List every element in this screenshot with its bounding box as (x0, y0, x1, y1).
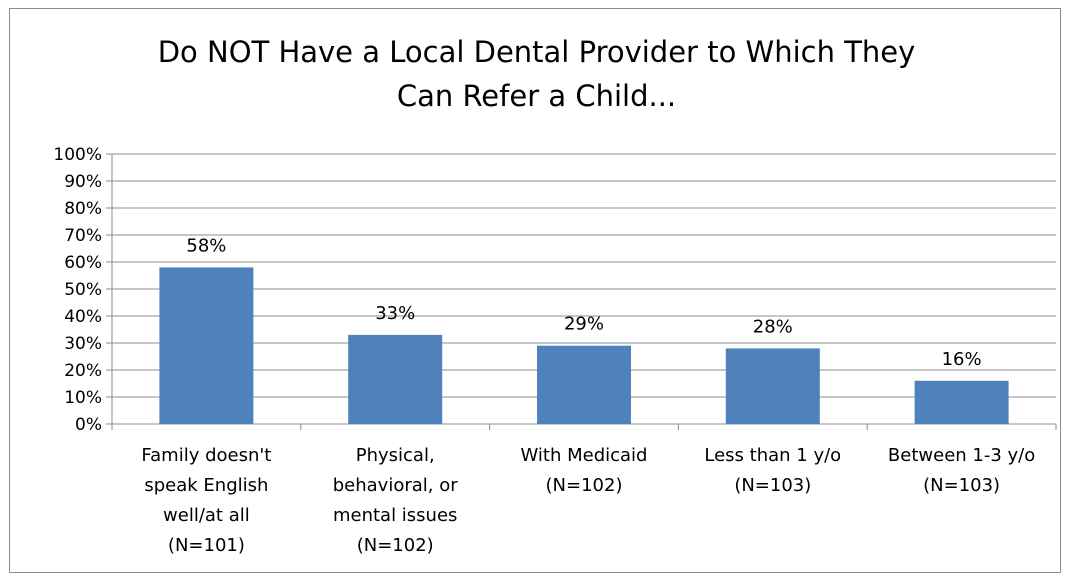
y-tick-label: 40% (64, 307, 102, 327)
bar (725, 348, 820, 424)
x-tick-label: speak English (144, 475, 268, 496)
x-tick-label: (N=103) (923, 475, 1000, 496)
bar (159, 267, 254, 424)
x-tick-label: (N=103) (734, 475, 811, 496)
x-tick-label: Between 1-3 y/o (888, 445, 1035, 466)
bar (537, 345, 631, 424)
x-tick-label: Less than 1 y/o (704, 445, 841, 466)
y-tick-label: 80% (64, 199, 102, 219)
y-tick-label: 60% (64, 253, 102, 273)
data-label: 16% (942, 349, 982, 370)
y-tick-label: 100% (53, 145, 102, 165)
y-tick-label: 10% (64, 388, 102, 408)
y-tick-label: 20% (64, 361, 102, 381)
chart-title-line-1: Do NOT Have a Local Dental Provider to W… (157, 35, 916, 69)
x-tick-label: (N=102) (357, 535, 434, 556)
y-tick-label: 50% (64, 280, 102, 300)
x-tick-label: behavioral, or (333, 475, 458, 496)
bar (914, 380, 1009, 424)
x-tick-label: (N=102) (546, 475, 623, 496)
x-tick-label: mental issues (333, 505, 457, 526)
data-label: 29% (564, 314, 604, 335)
x-tick-label: Physical, (356, 445, 435, 466)
x-tick-label: With Medicaid (521, 445, 648, 466)
y-tick-label: 30% (64, 334, 102, 354)
data-label: 28% (753, 316, 793, 337)
x-tick-label: (N=101) (168, 535, 245, 556)
data-label: 58% (186, 235, 226, 256)
y-tick-label: 0% (75, 415, 102, 435)
y-tick-label: 70% (64, 226, 102, 246)
data-label: 33% (375, 303, 415, 324)
chart-title-line-2: Can Refer a Child... (396, 79, 677, 113)
x-tick-label: Family doesn't (141, 445, 271, 466)
x-tick-label: well/at all (163, 505, 250, 526)
y-tick-label: 90% (64, 172, 102, 192)
bar (348, 334, 443, 424)
chart-title: Do NOT Have a Local Dental Provider to W… (0, 30, 1073, 118)
